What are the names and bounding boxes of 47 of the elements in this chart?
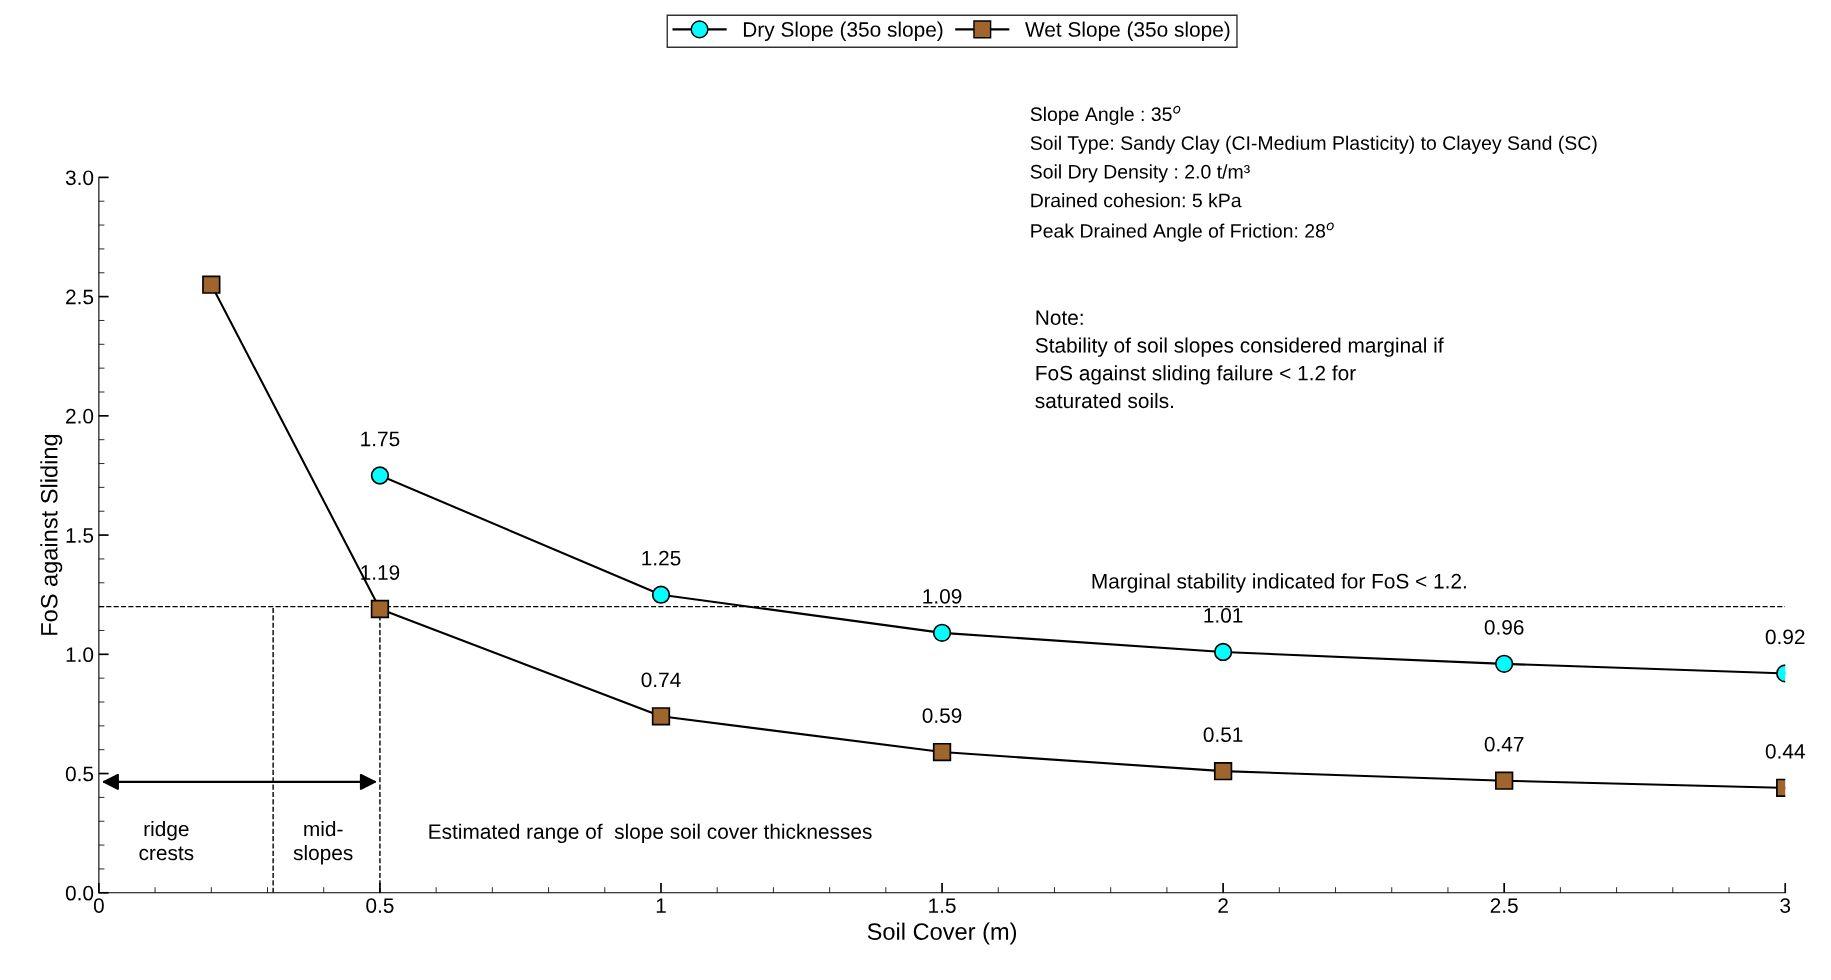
x-tick-label: 0.5 — [366, 898, 394, 913]
point — [1213, 761, 1233, 781]
data-label: 0.92 — [1765, 629, 1805, 645]
annotation: Estimated range of slope soil cover thicknesses — [429, 823, 872, 844]
y-tick-label: 1.0 — [66, 647, 94, 663]
data-label: 1.75 — [361, 431, 400, 447]
annotation: ridge crests — [139, 821, 194, 861]
x-tick-label: 2.5 — [1490, 898, 1518, 913]
annotation: Note: Stability of soil slopes considered marginal if FoS against sliding failure < 1.2 for saturated soils. — [1035, 310, 1444, 409]
legend-label: Wet Slope (35o slope) — [1025, 21, 1230, 41]
x-tick-label: 2 — [1218, 898, 1228, 913]
data-label: 0.47 — [1484, 736, 1524, 752]
ref-line-label: Marginal stability indicated for FoS < 1.2. — [1092, 573, 1466, 593]
point — [370, 466, 390, 485]
x-tick-label: 1 — [656, 898, 666, 913]
x-tick-label: 3 — [1780, 898, 1791, 913]
y-tick-label: 0.0 — [65, 885, 94, 901]
y-tick-label: 0.5 — [65, 766, 94, 782]
point — [1213, 642, 1233, 662]
data-label: 1.19 — [361, 565, 400, 580]
point — [202, 275, 221, 294]
y-axis-title: FoS against Sliding — [40, 434, 63, 635]
x-tick-label: 0 — [93, 898, 104, 913]
data-label: 0.96 — [1484, 619, 1524, 635]
x-axis-title: Soil Cover (m) — [867, 922, 1017, 945]
y-tick-label: 3.0 — [65, 170, 94, 186]
text: Slope Angle : 35$^{o}$ Soil Type: Sandy Clay (CI-Medium Plasticity) to Clayey Sand (SC) Soil Dry Density : 2.0 t/m³ Drained cohesion: 5 kPa Peak Drained Angle of Friction: 28$^{o}$ — [1030, 105, 1597, 242]
y-tick-label: 1.5 — [66, 528, 94, 543]
x-tick-label: 1.5 — [929, 898, 956, 913]
annotation: mid- slopes — [293, 821, 353, 865]
point — [932, 623, 952, 643]
point — [370, 599, 390, 619]
data-label: 0.74 — [641, 672, 681, 688]
y-tick-label: 2.5 — [66, 289, 94, 305]
point — [651, 707, 671, 726]
data-label: 0.59 — [922, 708, 962, 723]
data-label: 1.09 — [923, 588, 962, 604]
data-label: 0.51 — [1203, 727, 1243, 743]
point — [1494, 654, 1514, 674]
data-label: 0.44 — [1765, 743, 1805, 759]
y-tick-label: 2.0 — [66, 408, 94, 424]
point — [651, 585, 671, 604]
point — [1494, 771, 1514, 790]
legend-label: Dry Slope (35o slope) — [743, 21, 943, 41]
point — [932, 742, 952, 762]
data-label: 1.01 — [1204, 608, 1243, 623]
data-label: 1.25 — [642, 550, 681, 566]
